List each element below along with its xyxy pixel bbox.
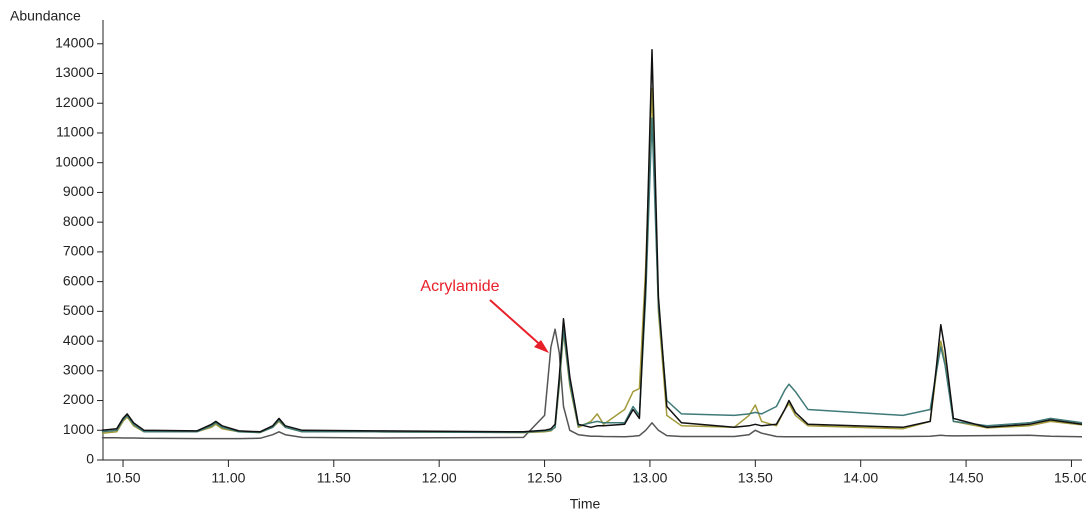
x-tick-label: 14.00 bbox=[843, 470, 878, 486]
x-axis-label: Time bbox=[570, 496, 601, 512]
trace bbox=[101, 117, 1083, 434]
trace bbox=[101, 328, 1083, 440]
y-tick-label: 3000 bbox=[63, 362, 94, 378]
trace bbox=[101, 48, 1083, 433]
y-tick-label: 13000 bbox=[55, 64, 94, 80]
y-tick-label: 4000 bbox=[63, 332, 94, 348]
x-tick-label: 11.00 bbox=[211, 470, 245, 486]
y-tick-label: 0 bbox=[86, 451, 94, 467]
y-axis-label: Abundance bbox=[10, 8, 81, 24]
y-tick-label: 2000 bbox=[63, 391, 94, 407]
x-tick-label: 11.50 bbox=[317, 470, 351, 486]
y-tick-label: 12000 bbox=[55, 94, 94, 110]
y-tick-label: 10000 bbox=[55, 153, 94, 169]
y-tick-label: 7000 bbox=[63, 243, 94, 259]
x-tick-label: 15.00 bbox=[1054, 470, 1086, 486]
y-tick-label: 6000 bbox=[63, 272, 94, 288]
annotation-arrow bbox=[489, 299, 546, 350]
annotation-arrowhead bbox=[534, 340, 549, 353]
plot-area bbox=[101, 48, 1083, 440]
y-tick-label: 14000 bbox=[55, 34, 94, 50]
x-tick-label: 13.00 bbox=[632, 470, 667, 486]
y-tick-label: 1000 bbox=[63, 421, 94, 437]
x-tick-label: 13.50 bbox=[738, 470, 773, 486]
y-tick-label: 11000 bbox=[56, 124, 94, 140]
y-tick-label: 8000 bbox=[63, 213, 94, 229]
y-tick-label: 5000 bbox=[63, 302, 94, 318]
x-tick-label: 10.50 bbox=[105, 470, 140, 486]
x-tick-label: 12.00 bbox=[422, 470, 457, 486]
x-tick-label: 14.50 bbox=[949, 470, 984, 486]
trace bbox=[101, 87, 1083, 434]
x-tick-label: 12.50 bbox=[527, 470, 562, 486]
annotation: Acrylamide bbox=[420, 278, 499, 295]
y-tick-label: 9000 bbox=[63, 183, 94, 199]
